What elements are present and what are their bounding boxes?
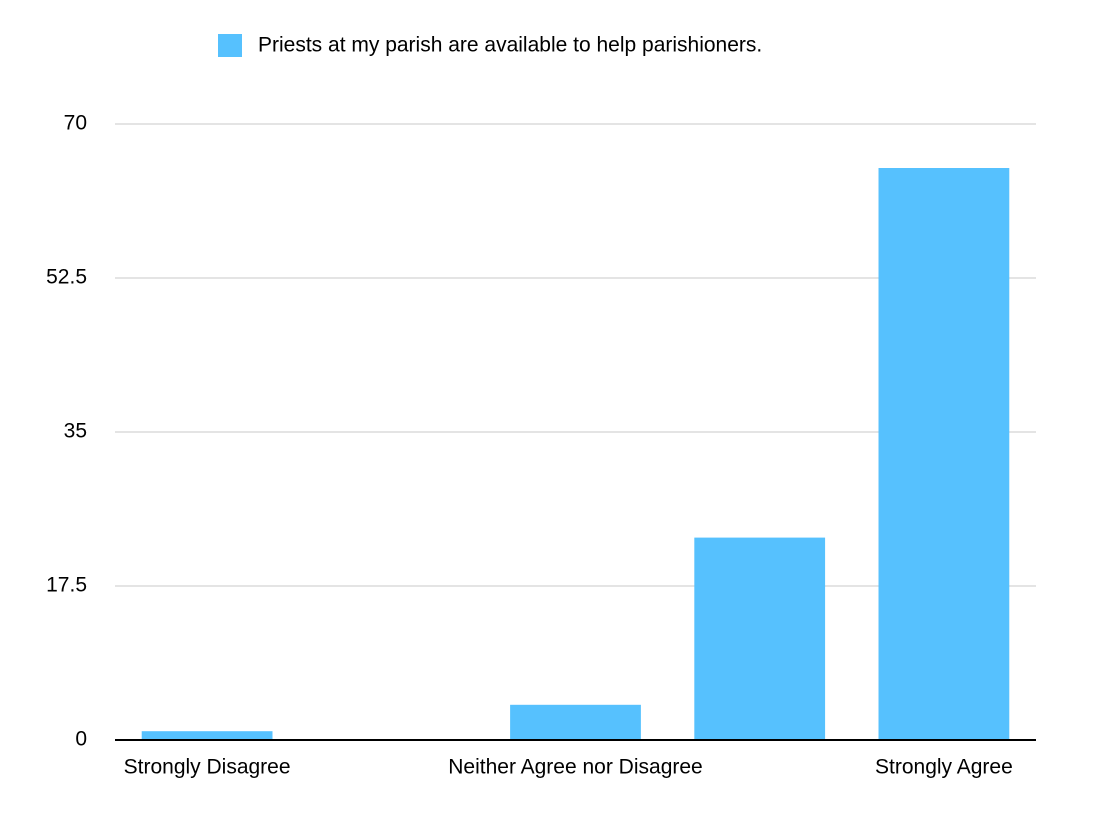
y-tick-label: 52.5 — [46, 266, 87, 289]
x-tick-label: Neither Agree nor Disagree — [448, 756, 702, 779]
legend-label: Priests at my parish are available to he… — [258, 34, 762, 57]
y-tick-label: 17.5 — [46, 574, 87, 597]
y-tick-label: 35 — [64, 420, 87, 443]
y-tick-label: 70 — [64, 112, 87, 135]
y-tick-label: 0 — [75, 728, 87, 751]
bar — [878, 168, 1010, 740]
x-tick-label: Strongly Agree — [875, 756, 1013, 779]
legend-swatch — [218, 34, 242, 57]
bar — [510, 704, 641, 740]
bar — [694, 537, 826, 740]
bar — [141, 731, 273, 740]
x-tick-label: Strongly Disagree — [124, 756, 291, 779]
